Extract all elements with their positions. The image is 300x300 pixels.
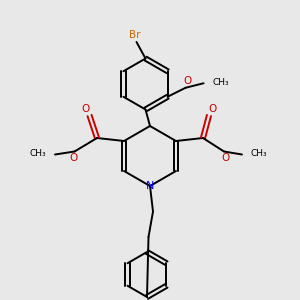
Text: CH₃: CH₃: [30, 149, 46, 158]
Text: CH₃: CH₃: [250, 149, 267, 158]
Text: O: O: [208, 104, 217, 114]
Text: O: O: [69, 153, 77, 163]
Text: O: O: [82, 104, 90, 114]
Text: N: N: [146, 181, 154, 191]
Text: O: O: [221, 153, 230, 163]
Text: CH₃: CH₃: [213, 78, 229, 87]
Text: O: O: [183, 76, 191, 86]
Text: Br: Br: [129, 30, 141, 40]
